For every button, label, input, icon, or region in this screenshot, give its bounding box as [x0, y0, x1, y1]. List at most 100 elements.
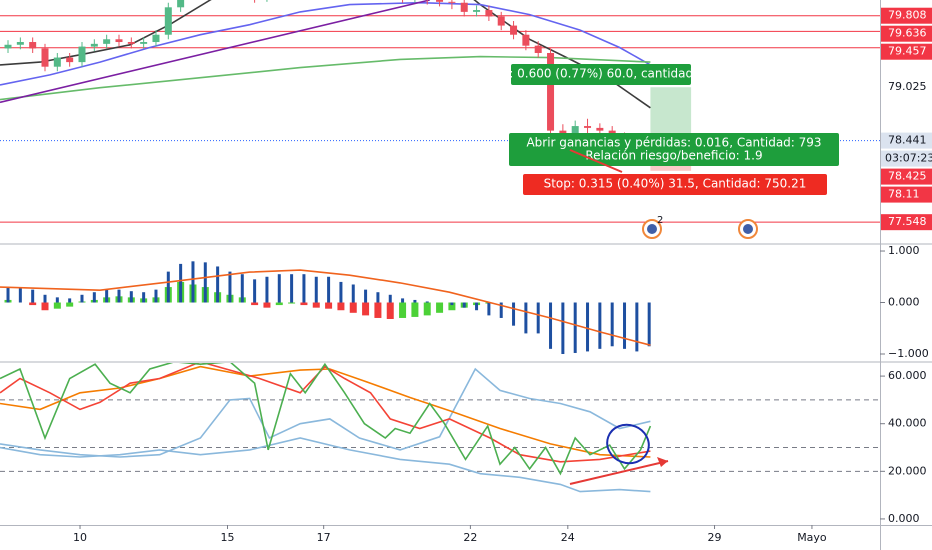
histogram-bar	[6, 287, 10, 303]
annotations: 2	[569, 149, 758, 485]
histogram-bar	[388, 294, 392, 303]
x-tick-label: 15	[220, 531, 234, 544]
price-label: 78.11	[888, 188, 920, 201]
countdown-box	[881, 150, 932, 167]
candle-body	[584, 126, 592, 128]
y-tick-label: 60.000	[888, 369, 927, 382]
candle-body	[510, 25, 518, 35]
histogram-bar	[216, 266, 220, 303]
histogram-bar	[240, 274, 244, 303]
histogram-bar	[425, 301, 429, 303]
histogram-bar	[92, 292, 96, 303]
histogram-bar	[327, 276, 331, 303]
candle-body	[547, 52, 555, 131]
histogram-bar	[18, 287, 22, 303]
histogram-bar	[263, 302, 271, 308]
candle-body	[522, 34, 530, 46]
candle-body	[53, 57, 61, 67]
series-line	[0, 365, 651, 458]
histogram-bar	[105, 289, 109, 303]
histogram-bar	[436, 302, 444, 313]
pnl-label-box	[509, 133, 839, 166]
arrow-head	[657, 457, 668, 467]
histogram-bar	[302, 274, 306, 303]
histogram-bar	[647, 302, 651, 347]
target-label-box	[511, 64, 691, 85]
price-label: 79.457	[888, 45, 927, 58]
series-line	[0, 0, 651, 109]
histogram-bar	[203, 262, 207, 303]
histogram-bar	[277, 274, 281, 303]
x-tick-label: 17	[317, 531, 331, 544]
drawn-arrow	[569, 460, 669, 485]
histogram-bar	[386, 302, 394, 319]
y-tick-label: 20.000	[888, 464, 927, 477]
histogram-bar	[374, 302, 382, 318]
candle-body	[559, 130, 567, 136]
candle-body	[41, 48, 49, 67]
histogram-bar	[339, 281, 343, 303]
event-flag	[647, 224, 657, 234]
x-tick-label: 29	[708, 531, 722, 544]
price-label-box	[881, 186, 932, 203]
histogram-bar	[337, 302, 345, 311]
histogram-bar	[462, 302, 466, 308]
histogram-bar	[251, 302, 259, 306]
histogram-bar	[401, 298, 405, 303]
histogram-bar	[351, 284, 355, 303]
series-line	[0, 1, 651, 86]
series-line	[0, 0, 430, 104]
histogram-bar	[573, 302, 577, 353]
oscillator-panel	[0, 363, 880, 493]
y-tick-label: 40.000	[888, 417, 927, 430]
histogram-bar	[142, 292, 146, 303]
candle-body	[152, 34, 160, 43]
price-label: 78.441	[888, 134, 927, 147]
histogram-bar	[450, 302, 454, 306]
histogram-bar	[179, 263, 183, 303]
candle-body	[460, 2, 468, 12]
price-label: 79.025	[888, 80, 927, 93]
histogram-bar	[448, 302, 456, 311]
stop-label-box	[523, 174, 827, 195]
histogram-bar	[524, 302, 528, 334]
candle-body	[16, 42, 24, 45]
x-tick-label: Mayo	[797, 531, 827, 544]
pnl-label-text: Abrir ganancias y pérdidas: 0.016, Canti…	[526, 136, 821, 150]
candle-body	[127, 42, 135, 44]
y-tick-label: 0.000	[888, 512, 920, 525]
x-tick-label: 24	[561, 531, 575, 544]
pnl-label-text: Relación riesgo/beneficio: 1.9	[585, 149, 762, 163]
histogram-bar	[154, 289, 158, 303]
histogram-bar	[411, 302, 419, 317]
histogram-bar	[325, 302, 333, 309]
histogram-bar	[68, 298, 72, 303]
histogram-bar	[561, 302, 565, 354]
drawn-ellipse	[606, 423, 650, 465]
histogram-bar	[512, 302, 516, 326]
histogram-bar	[623, 302, 627, 349]
histogram-bar	[228, 271, 232, 303]
histogram-bar	[275, 302, 283, 306]
histogram-bar	[29, 302, 37, 306]
histogram-bar	[253, 279, 257, 303]
price-label-box	[881, 43, 932, 60]
candle-body	[103, 39, 111, 44]
histogram-bar	[349, 302, 357, 313]
histogram-bar	[314, 276, 318, 303]
candle-body	[29, 42, 37, 49]
candle-body	[436, 0, 444, 2]
histogram-bar	[53, 302, 61, 309]
histogram-bar	[55, 297, 59, 303]
price-label: 79.636	[888, 27, 927, 40]
histogram-bar	[598, 302, 602, 349]
histogram-bar	[364, 289, 368, 303]
histogram-bar	[499, 302, 503, 318]
candle-body	[177, 0, 185, 8]
price-label-box	[881, 214, 932, 231]
event-flag	[743, 224, 753, 234]
y-tick-label: −1.000	[888, 347, 929, 360]
histogram-bar	[290, 274, 294, 303]
